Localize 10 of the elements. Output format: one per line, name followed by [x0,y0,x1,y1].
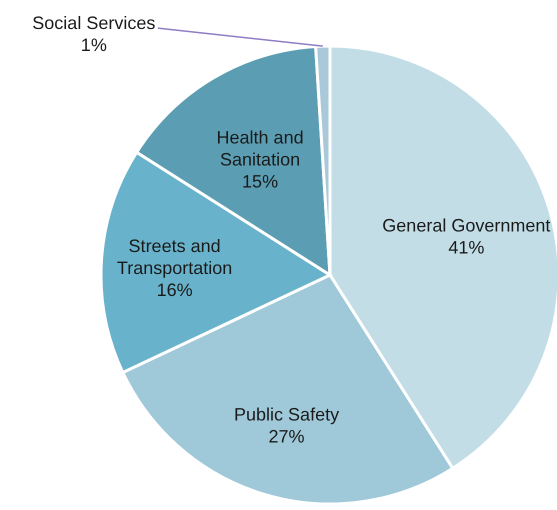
slice-label: Streets and Transportation [116,236,232,278]
slice-label: Health and Sanitation [216,128,304,170]
slice-label: Social Services [32,13,156,34]
data-label: 16% [156,280,193,300]
slice-label: Public Safety [234,404,340,425]
data-label: 1% [80,35,107,56]
data-label: 27% [268,426,305,447]
slice-label: General Government [382,215,550,236]
data-label: 15% [242,172,278,192]
data-label: 41% [448,237,484,258]
